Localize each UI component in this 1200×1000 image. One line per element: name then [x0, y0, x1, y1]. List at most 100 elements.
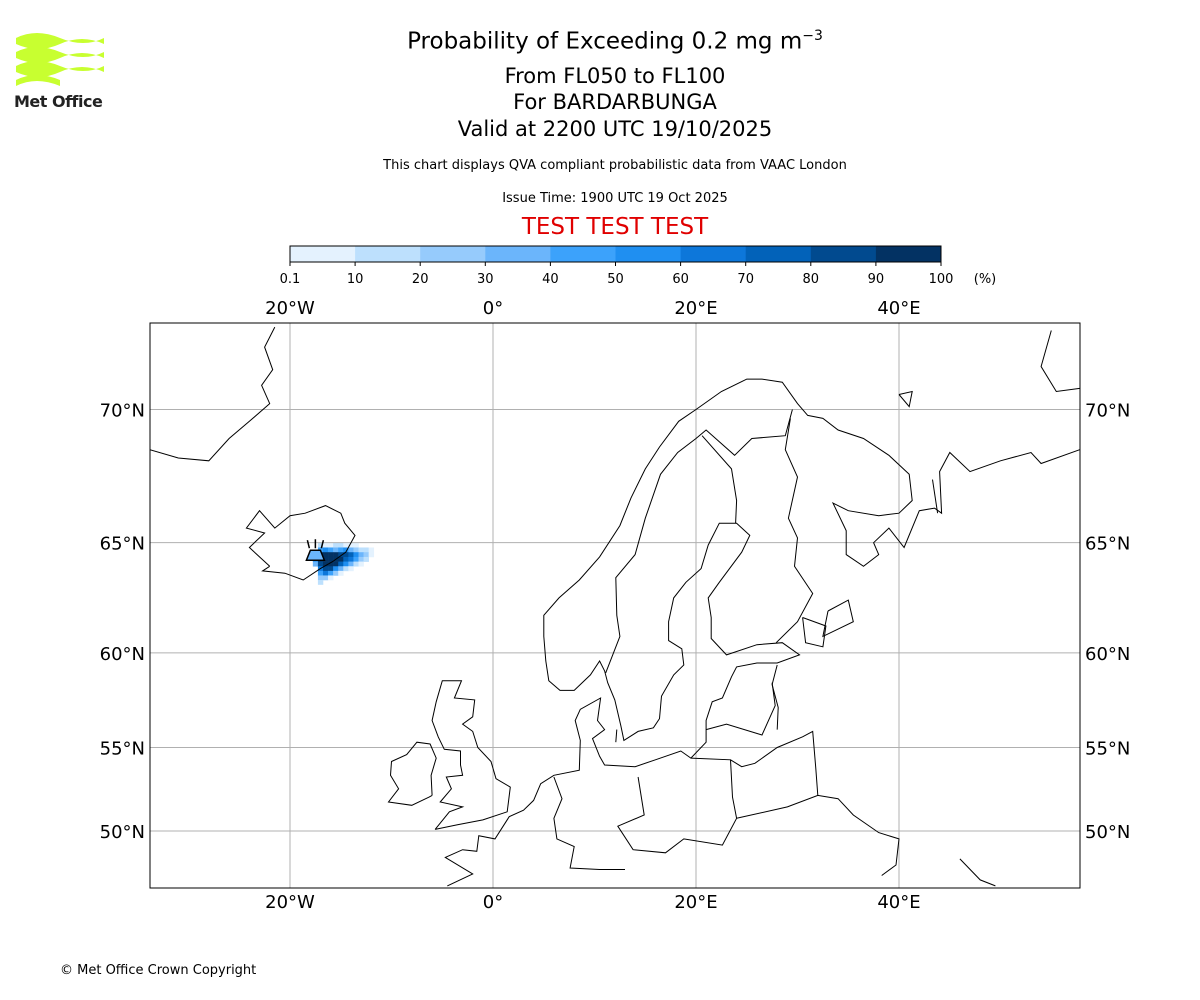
issue-time: Issue Time: 1900 UTC 19 Oct 2025	[502, 191, 728, 206]
plume-cell	[328, 547, 334, 553]
plume-cell	[353, 556, 359, 562]
plume-cell	[348, 552, 354, 558]
plume-cell	[338, 561, 344, 567]
plume-cell	[317, 580, 324, 585]
colorbar-bin	[420, 246, 486, 262]
plume-cell	[333, 542, 339, 548]
coastline-borders8	[730, 730, 819, 796]
plume-cell	[348, 542, 354, 548]
plume-cell	[348, 566, 354, 572]
colorbar-bin	[355, 246, 421, 262]
lon-label-top: 40°E	[877, 298, 920, 319]
plume-cell	[322, 575, 329, 581]
coastline-borders5	[701, 435, 738, 524]
lat-label-right: 70°N	[1085, 401, 1130, 422]
plume-cell	[338, 552, 344, 558]
plume-cell	[333, 547, 339, 553]
plume-cell	[343, 547, 349, 553]
colorbar-tick-label: 90	[868, 272, 885, 287]
coastline-borders9	[771, 664, 779, 730]
plume-cell	[363, 552, 369, 558]
coastline-ponds	[898, 390, 913, 408]
plume-cell	[317, 542, 324, 548]
volcano-name: For BARDARBUNGA	[513, 90, 717, 114]
colorbar-bin	[745, 246, 812, 262]
plume-cell	[328, 556, 334, 562]
plume-cell	[322, 552, 329, 558]
coastline-borders2	[553, 776, 625, 870]
coastlines	[150, 326, 1080, 887]
met-office-logo-text: Met Office	[14, 92, 103, 111]
plume-cell	[317, 570, 324, 576]
map-frame	[149, 322, 1081, 889]
colorbar-tick-label: 10	[347, 272, 364, 287]
plume-cell	[363, 556, 369, 562]
description: This chart displays QVA compliant probab…	[383, 158, 847, 173]
plume-cell	[348, 556, 354, 562]
plume-cell	[353, 561, 359, 567]
colorbar-tick-label: 0.1	[280, 272, 301, 287]
lon-label-top: 20°E	[674, 298, 717, 319]
colorbar-tick-label: 20	[412, 272, 429, 287]
plume-cell	[328, 552, 334, 558]
plume-cell	[338, 547, 344, 553]
lon-label-bottom: 20°W	[265, 892, 315, 913]
coastline-greenland	[150, 326, 276, 462]
plume-cell	[328, 575, 334, 581]
coastline-borders6	[775, 418, 814, 644]
plume-cell	[322, 570, 329, 576]
ash-probability-plume	[312, 542, 375, 585]
flight-levels: From FL050 to FL100	[504, 64, 726, 88]
plume-cell	[338, 542, 344, 548]
plume-cell	[328, 566, 334, 572]
coastline-borders3	[615, 729, 618, 743]
plume-cell	[322, 556, 329, 562]
colorbar-bin	[550, 246, 616, 262]
coastline-caspian	[959, 858, 996, 887]
coastline-iceland	[245, 505, 356, 581]
lon-label-top: 20°W	[265, 298, 315, 319]
colorbar-tick-label: 70	[737, 272, 754, 287]
colorbar-bin	[810, 246, 877, 262]
plume-cell	[358, 561, 364, 567]
plume-cell	[343, 561, 349, 567]
colorbar-bin	[875, 246, 942, 262]
coastline-ladoga	[802, 617, 827, 648]
plume-cell	[338, 570, 344, 576]
axis-labels: 20°W 20°W 0° 0° 20°E 20°E 40°E 40°E 70°N 70°N 65°N…	[100, 298, 1131, 913]
lon-label-bottom: 40°E	[877, 892, 920, 913]
colorbar-tick-label: 80	[803, 272, 820, 287]
plume-cell	[348, 547, 354, 553]
colorbar-tick-label: 100	[929, 272, 954, 287]
colorbar-tick-label: 30	[477, 272, 494, 287]
coastline-fennoscandia_lakes	[822, 599, 854, 638]
colorbar-bin	[485, 246, 551, 262]
coastline-newsiberia	[1040, 330, 1080, 393]
lon-label-top: 0°	[483, 298, 503, 319]
colorbar-tick-label: 40	[542, 272, 559, 287]
plume-cell	[328, 570, 334, 576]
plume-cell	[363, 547, 369, 553]
lon-label-bottom: 0°	[483, 892, 503, 913]
plume-cell	[343, 556, 349, 562]
plume-cell	[317, 561, 324, 567]
coastline-ireland	[387, 741, 437, 806]
chart-title: Probability of Exceeding 0.2 mg m−3	[407, 28, 823, 55]
plume-cell	[333, 566, 339, 572]
plume-cell	[322, 542, 329, 548]
lat-label-right: 65°N	[1085, 534, 1130, 555]
plume-cell	[333, 561, 339, 567]
plume-cell	[322, 561, 329, 567]
colorbar-tick-label: 50	[607, 272, 624, 287]
lat-label-left: 50°N	[100, 822, 145, 843]
plume-cell	[317, 575, 324, 581]
lat-label-left: 65°N	[100, 534, 145, 555]
plume-cell	[322, 566, 329, 572]
coastline-borders7	[736, 794, 900, 876]
plume-cell	[343, 542, 349, 548]
plume-cell	[368, 552, 375, 558]
lat-label-left: 60°N	[100, 644, 145, 665]
lat-label-left: 55°N	[100, 739, 145, 760]
valid-time: Valid at 2200 UTC 19/10/2025	[457, 117, 773, 141]
